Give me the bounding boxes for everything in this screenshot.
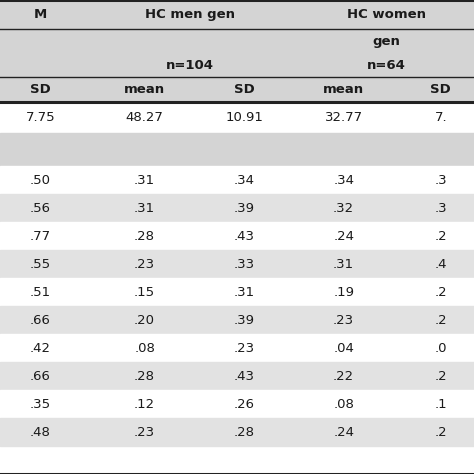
Text: .19: .19 (333, 285, 354, 299)
Text: .50: .50 (30, 173, 51, 187)
Text: .4: .4 (435, 257, 447, 271)
Text: .35: .35 (30, 398, 51, 410)
Text: .31: .31 (134, 173, 155, 187)
Text: .08: .08 (134, 342, 155, 355)
Text: .31: .31 (234, 285, 255, 299)
Text: .23: .23 (234, 342, 255, 355)
Polygon shape (0, 306, 474, 334)
Text: mean: mean (323, 83, 364, 96)
Polygon shape (0, 390, 474, 418)
Text: SD: SD (430, 83, 451, 96)
Text: .23: .23 (134, 426, 155, 438)
Polygon shape (0, 250, 474, 278)
Text: .66: .66 (30, 313, 51, 327)
Text: .39: .39 (234, 313, 255, 327)
Text: 10.91: 10.91 (225, 111, 263, 124)
Text: HC women: HC women (347, 8, 426, 21)
Text: .42: .42 (30, 342, 51, 355)
Text: .39: .39 (234, 201, 255, 215)
Polygon shape (0, 29, 474, 53)
Polygon shape (0, 278, 474, 306)
Polygon shape (0, 53, 474, 77)
Polygon shape (0, 166, 474, 194)
Text: .20: .20 (134, 313, 155, 327)
Polygon shape (0, 102, 474, 133)
Text: .55: .55 (30, 257, 51, 271)
Text: n=104: n=104 (165, 59, 214, 72)
Text: mean: mean (124, 83, 165, 96)
Text: .34: .34 (333, 173, 354, 187)
Polygon shape (0, 194, 474, 222)
Text: .0: .0 (435, 342, 447, 355)
Text: .12: .12 (134, 398, 155, 410)
Text: .77: .77 (30, 229, 51, 243)
Text: .28: .28 (234, 426, 255, 438)
Text: .28: .28 (134, 229, 155, 243)
Polygon shape (0, 133, 474, 166)
Text: 7.75: 7.75 (26, 111, 55, 124)
Text: .22: .22 (333, 370, 354, 383)
Polygon shape (0, 362, 474, 390)
Text: .2: .2 (435, 285, 447, 299)
Polygon shape (0, 77, 474, 102)
Text: .33: .33 (234, 257, 255, 271)
Text: 32.77: 32.77 (325, 111, 363, 124)
Text: SD: SD (30, 83, 51, 96)
Text: .43: .43 (234, 370, 255, 383)
Polygon shape (0, 418, 474, 446)
Polygon shape (0, 222, 474, 250)
Polygon shape (0, 334, 474, 362)
Text: .28: .28 (134, 370, 155, 383)
Text: .2: .2 (435, 229, 447, 243)
Text: 7.: 7. (435, 111, 447, 124)
Text: .43: .43 (234, 229, 255, 243)
Text: .1: .1 (435, 398, 447, 410)
Text: HC men gen: HC men gen (145, 8, 235, 21)
Text: .24: .24 (333, 229, 354, 243)
Text: .48: .48 (30, 426, 51, 438)
Text: .24: .24 (333, 426, 354, 438)
Text: .51: .51 (30, 285, 51, 299)
Text: n=64: n=64 (367, 59, 406, 72)
Text: .04: .04 (333, 342, 354, 355)
Text: .08: .08 (333, 398, 354, 410)
Text: .56: .56 (30, 201, 51, 215)
Text: .15: .15 (134, 285, 155, 299)
Text: .32: .32 (333, 201, 354, 215)
Text: M: M (34, 8, 47, 21)
Polygon shape (0, 0, 474, 29)
Text: .2: .2 (435, 370, 447, 383)
Text: .23: .23 (134, 257, 155, 271)
Text: gen: gen (373, 35, 400, 47)
Text: .3: .3 (435, 201, 447, 215)
Text: .3: .3 (435, 173, 447, 187)
Text: .2: .2 (435, 426, 447, 438)
Text: .2: .2 (435, 313, 447, 327)
Text: .23: .23 (333, 313, 354, 327)
Text: .66: .66 (30, 370, 51, 383)
Text: .31: .31 (333, 257, 354, 271)
Text: .34: .34 (234, 173, 255, 187)
Text: .26: .26 (234, 398, 255, 410)
Text: SD: SD (234, 83, 255, 96)
Text: 48.27: 48.27 (126, 111, 164, 124)
Text: .31: .31 (134, 201, 155, 215)
